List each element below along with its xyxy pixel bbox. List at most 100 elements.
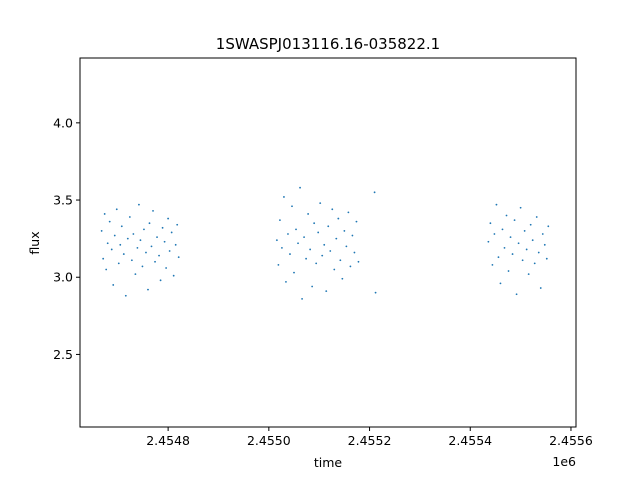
data-point <box>112 284 115 286</box>
data-point <box>102 257 105 260</box>
data-point <box>124 294 127 297</box>
x-axis-offset-label: 1e6 <box>552 454 576 469</box>
data-point <box>335 237 338 240</box>
data-point <box>105 268 108 271</box>
data-point <box>126 237 129 240</box>
data-point <box>117 262 120 265</box>
data-point <box>150 245 153 248</box>
data-point <box>347 211 350 214</box>
data-point <box>509 236 512 239</box>
data-point <box>341 277 344 280</box>
data-point <box>331 208 334 211</box>
data-point <box>172 274 175 277</box>
data-point <box>503 247 506 249</box>
data-point <box>136 247 139 249</box>
data-point <box>295 228 297 231</box>
data-point <box>167 217 170 220</box>
data-point <box>297 242 299 245</box>
y-axis-label: flux <box>27 231 42 254</box>
data-point <box>537 251 540 254</box>
data-point <box>158 254 160 257</box>
data-point <box>329 250 332 252</box>
data-point <box>168 250 171 252</box>
data-point <box>505 214 508 217</box>
data-point <box>523 230 526 232</box>
data-point <box>279 219 281 222</box>
data-point <box>343 230 346 232</box>
data-point <box>517 242 520 245</box>
data-point <box>285 280 287 283</box>
x-tick-label: 2.4556 <box>549 433 593 448</box>
data-point <box>152 209 154 212</box>
data-point <box>327 225 330 228</box>
data-point <box>275 239 278 242</box>
data-point <box>543 243 546 246</box>
data-point <box>489 222 492 225</box>
x-tick-label: 2.4548 <box>146 433 190 448</box>
data-point <box>165 267 168 269</box>
data-point <box>277 263 280 266</box>
plot-area-frame <box>79 57 577 428</box>
data-point <box>119 243 122 246</box>
x-axis-ticks: 2.4548 2.4550 2.4552 2.4554 2.4556 <box>146 427 593 448</box>
data-point <box>545 257 548 260</box>
data-point <box>170 231 173 234</box>
data-point <box>547 225 550 228</box>
data-point <box>527 273 530 276</box>
data-point <box>147 288 149 291</box>
data-point <box>138 203 140 206</box>
data-point <box>143 228 145 231</box>
data-point <box>323 243 326 246</box>
data-point <box>113 234 116 237</box>
data-point <box>176 223 179 226</box>
data-point <box>289 253 291 255</box>
data-point <box>154 260 156 263</box>
data-point <box>309 248 312 251</box>
data-point <box>139 239 142 242</box>
data-point <box>291 205 293 208</box>
data-point <box>513 219 516 222</box>
y-tick-label: 4.0 <box>53 115 73 130</box>
data-point <box>311 285 314 288</box>
data-point <box>315 262 318 265</box>
data-point <box>319 202 322 205</box>
x-tick-label: 2.4552 <box>348 433 392 448</box>
data-point <box>507 270 510 272</box>
data-point <box>525 248 528 251</box>
data-point <box>531 239 534 242</box>
chart-title: 1SWASPJ013116.16-035822.1 <box>216 35 440 53</box>
data-point <box>134 273 137 276</box>
data-point <box>120 225 123 228</box>
data-point <box>533 262 536 265</box>
data-point <box>283 196 285 198</box>
data-point <box>132 233 135 235</box>
data-point <box>110 248 113 251</box>
data-point <box>491 263 494 266</box>
data-point <box>355 220 358 223</box>
data-point <box>374 291 377 294</box>
data-point <box>337 217 340 220</box>
data-point <box>115 208 118 211</box>
x-tick-label: 2.4554 <box>448 433 492 448</box>
data-point <box>301 297 303 300</box>
data-point <box>515 293 518 296</box>
data-point <box>130 259 133 262</box>
data-point <box>539 287 542 289</box>
data-point <box>106 242 109 245</box>
data-point <box>174 243 177 246</box>
data-point <box>501 228 504 231</box>
data-point <box>177 256 180 259</box>
data-point <box>373 191 376 194</box>
data-point <box>159 279 162 282</box>
data-point <box>357 260 360 263</box>
data-point <box>487 240 490 243</box>
data-point <box>100 230 103 232</box>
data-point <box>303 236 305 239</box>
data-point <box>511 253 514 255</box>
scatter-points-layer <box>100 186 550 300</box>
data-point <box>535 216 538 218</box>
data-point <box>299 186 301 189</box>
data-point <box>287 233 289 235</box>
data-point <box>305 257 307 260</box>
